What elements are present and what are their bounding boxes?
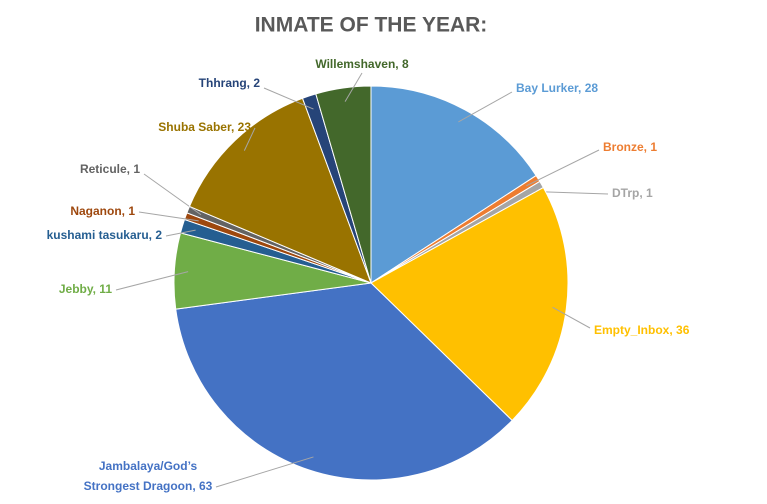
data-label: kushami tasukaru, 2 <box>47 228 163 242</box>
data-label: Shuba Saber, 23 <box>158 120 251 134</box>
data-label: Jebby, 11 <box>59 282 112 296</box>
chart-title: INMATE OF THE YEAR: <box>255 14 488 37</box>
data-label: Thhrang, 2 <box>199 76 261 90</box>
leader-line <box>263 87 314 110</box>
data-label: Jambalaya/God’s Strongest Dragoon, 63 <box>84 459 213 493</box>
data-label: Empty_Inbox, 36 <box>594 323 690 337</box>
leader-line <box>458 91 513 123</box>
data-label: Willemshaven, 8 <box>315 57 409 71</box>
pie-slice <box>188 97 372 284</box>
leader-line <box>138 211 199 222</box>
pie-slice <box>370 85 537 284</box>
data-label: Reticule, 1 <box>80 162 140 176</box>
leader-line <box>143 173 202 216</box>
data-label: Naganon, 1 <box>70 204 135 218</box>
leader-line <box>115 271 189 291</box>
leader-line <box>243 127 256 151</box>
data-label: Bronze, 1 <box>603 140 657 154</box>
pie-slice <box>370 186 569 422</box>
leader-line <box>344 72 363 102</box>
pie-slice <box>315 85 372 284</box>
data-label: DTrp, 1 <box>612 186 653 200</box>
data-label: Bay Lurker, 28 <box>516 81 598 95</box>
leader-line <box>552 306 591 329</box>
leader-line <box>526 149 600 187</box>
leader-line <box>215 456 314 488</box>
pie-slice <box>175 282 513 481</box>
leader-line <box>165 229 196 237</box>
